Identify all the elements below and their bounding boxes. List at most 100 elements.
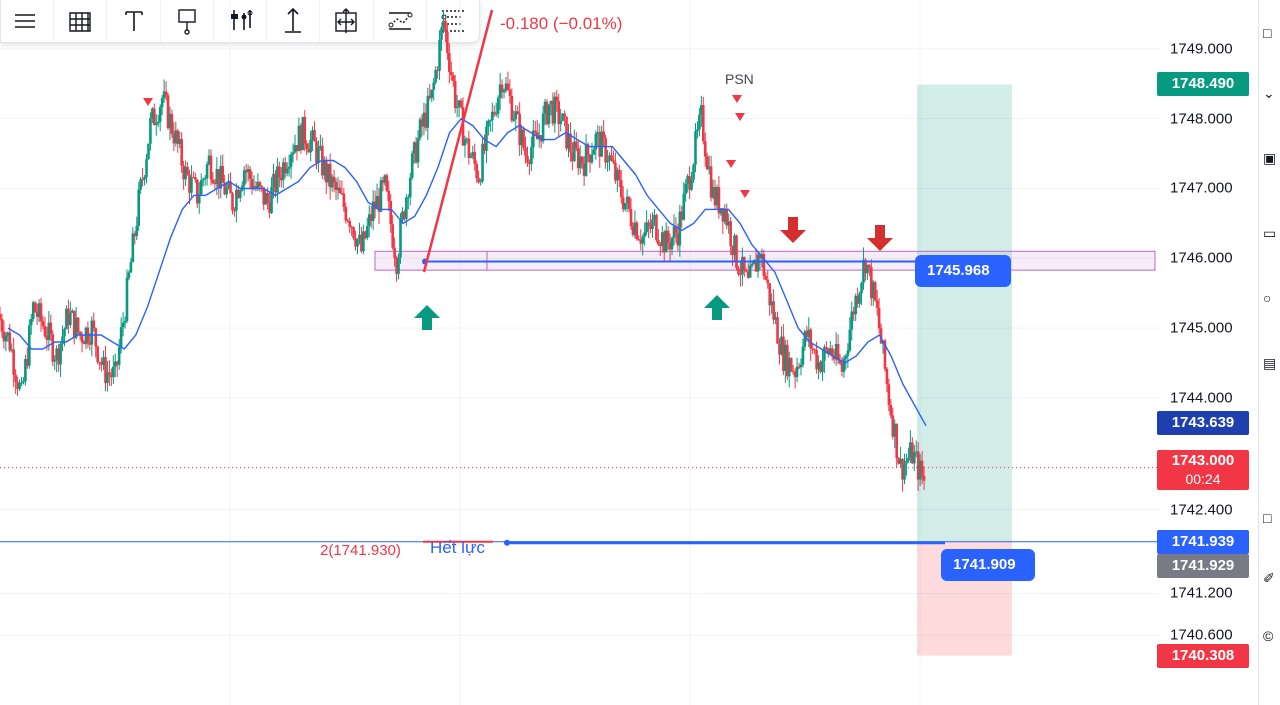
candle-body <box>28 325 31 366</box>
candle-body <box>55 348 58 361</box>
candle-body <box>260 185 264 188</box>
candle-body <box>332 176 336 183</box>
candle-body <box>617 169 621 181</box>
candle-body <box>24 359 27 382</box>
candle-body <box>823 347 826 361</box>
candle-body <box>303 116 307 144</box>
candle-body <box>428 95 432 98</box>
price-tick-6: 1742.400 <box>1170 501 1233 519</box>
grid-icon[interactable] <box>54 0 108 42</box>
text-tool-icon[interactable] <box>107 0 161 42</box>
candle-body <box>63 329 66 337</box>
candle-body <box>573 141 576 162</box>
price-label-4: 1741.929 <box>1157 554 1249 579</box>
candle-body <box>272 173 275 187</box>
candle-body <box>414 142 418 163</box>
candles <box>0 10 926 492</box>
candle-body <box>373 201 377 210</box>
candle-body <box>868 264 871 268</box>
candle-body <box>389 200 393 225</box>
candle-body <box>893 423 897 437</box>
candle-body <box>844 355 848 359</box>
candle-body <box>391 224 394 248</box>
candle-body <box>477 178 480 183</box>
candle-body <box>916 451 920 480</box>
candle-body <box>633 222 637 235</box>
candle-body <box>885 368 889 385</box>
target-price-label[interactable]: 1741.909 <box>941 549 1035 581</box>
signpost-icon[interactable] <box>214 0 268 42</box>
price-label-0: 1748.490 <box>1157 72 1249 97</box>
note-icon[interactable]: ▭ <box>1263 225 1277 241</box>
candle-body <box>467 138 471 158</box>
candle-body <box>621 197 625 210</box>
candle-body <box>645 222 648 233</box>
candle-body <box>164 91 168 96</box>
candle-body <box>149 118 152 144</box>
candle-body <box>285 168 289 174</box>
candle-body <box>104 357 107 384</box>
candle-body <box>768 283 772 306</box>
candle-body <box>381 180 385 183</box>
forecast-icon[interactable] <box>374 0 427 42</box>
candle-body <box>186 166 189 175</box>
candle-body <box>14 374 17 382</box>
bell-icon[interactable]: ○ <box>1263 290 1272 306</box>
candle-body <box>506 83 510 90</box>
candle-body <box>219 165 223 189</box>
chevron-icon[interactable]: ⌄ <box>1263 85 1275 101</box>
candle-body <box>0 319 4 332</box>
candle-body <box>485 126 488 151</box>
candle-body <box>94 328 98 347</box>
candle-body <box>596 132 600 134</box>
candle-body <box>213 183 217 185</box>
pen-icon[interactable]: ✐ <box>1263 570 1275 586</box>
candle-body <box>367 214 371 227</box>
candle-body <box>483 143 486 151</box>
candle-body <box>453 81 457 109</box>
candle-body <box>438 39 441 71</box>
candle-body <box>334 182 338 191</box>
vertical-arrow-icon[interactable] <box>267 0 321 42</box>
anchored-note-icon[interactable] <box>161 0 214 42</box>
projection-icon[interactable] <box>320 0 374 42</box>
candle-body <box>664 230 668 253</box>
candle-body <box>178 139 182 144</box>
copyright-icon[interactable]: © <box>1263 628 1274 644</box>
candle-body <box>61 336 64 344</box>
candle-body <box>207 155 211 165</box>
candle-body <box>305 143 309 150</box>
candle-body <box>113 361 117 367</box>
candle-body <box>397 257 400 274</box>
candle-body <box>6 332 10 336</box>
list-icon[interactable]: ▤ <box>1263 355 1277 371</box>
candle-body <box>744 270 748 272</box>
candle-body <box>782 336 785 372</box>
calendar-icon[interactable]: ▣ <box>1263 150 1277 166</box>
candle-body <box>631 226 635 235</box>
candle-body <box>592 149 596 155</box>
candle-body <box>143 177 146 180</box>
candle-body <box>307 149 310 153</box>
candle-body <box>780 336 783 355</box>
comment-icon[interactable]: □ <box>1263 510 1272 526</box>
candle-body <box>258 181 262 186</box>
candle-body <box>666 230 670 243</box>
candle-body <box>830 348 834 357</box>
candle-body <box>174 130 178 144</box>
price-axis[interactable]: 1749.000 1748.000 1747.000 1746.000 1745.000… <box>1157 0 1258 705</box>
entry-price-label[interactable]: 1745.968 <box>915 255 1011 287</box>
candle-body <box>233 210 236 212</box>
candle-body <box>369 214 373 221</box>
candle-body <box>201 179 205 181</box>
candle-body <box>346 220 350 222</box>
bookmark-icon[interactable]: □ <box>1263 25 1272 41</box>
menu-lines-icon[interactable] <box>1 0 55 42</box>
candle-body <box>221 165 225 183</box>
candle-body <box>883 340 887 369</box>
candle-body <box>74 317 78 338</box>
candle-body <box>49 322 53 335</box>
candlestick-chart[interactable]: -0.180 (−0.01%) PSN 2(1741.930) Hết lực <box>0 0 1160 705</box>
candle-body <box>877 308 881 329</box>
candle-body <box>215 169 219 184</box>
